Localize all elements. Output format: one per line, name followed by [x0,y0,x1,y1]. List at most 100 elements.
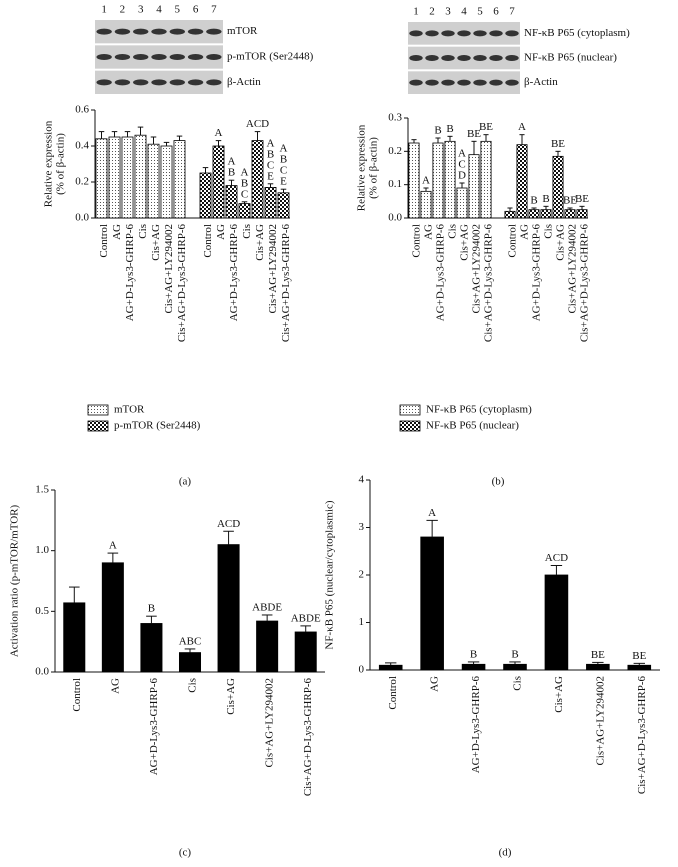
y-axis-label: Activation ratio (p-mTOR/mTOR) [9,504,21,657]
lane-number: 4 [461,6,467,18]
blot-band [151,54,167,60]
lane-number: 7 [509,6,515,18]
blot-band [169,79,185,86]
x-tick-label: Cis+AG [254,224,266,261]
lane-number: 6 [193,4,199,16]
significance-label: BE [632,650,646,662]
blot-band [409,30,423,37]
blot-band [133,28,149,35]
bar [264,186,277,219]
x-tick-label: Control [98,224,110,258]
significance-label: A [109,540,117,552]
significance-label: ACD [545,552,568,564]
x-tick-label: Control [387,676,399,710]
bar [101,562,124,673]
panel-label: (a) [179,476,192,488]
lane-number: 1 [413,6,419,18]
y-tick-label: 0.0 [75,212,89,224]
bar [627,664,652,671]
blot-band [114,79,131,86]
bar [504,210,516,219]
x-tick-label: Cis [543,224,555,239]
significance-label: ABDE [291,612,321,624]
blot-band [473,79,487,86]
blot-band [114,54,131,60]
significance-label: BE [479,121,493,133]
blot-band [169,28,185,35]
x-tick-label: AG+D-Lys3-GHRP-6 [531,224,543,322]
blot-band [187,79,204,86]
significance-label: C [267,159,274,171]
bar [121,136,134,219]
significance-label: BE [551,138,565,150]
significance-label: B [446,123,453,135]
significance-label: D [458,170,466,182]
bar [212,145,225,219]
bar [95,138,108,219]
blot-band [206,54,222,60]
y-tick-label: 1.5 [35,484,49,496]
x-tick-label: AG [215,224,227,240]
blot-band [114,28,131,35]
x-tick-label: AG [111,224,123,240]
significance-label: BE [575,193,589,205]
x-tick-label: Cis+AG+D-Lys3-GHRP-6 [280,224,292,343]
y-axis-label: (% of β-actin) [55,133,67,195]
x-tick-label: Cis [241,224,253,239]
significance-label: BE [467,128,481,140]
legend-swatch [87,420,109,432]
legend-swatch [399,420,421,432]
blot-band [133,54,149,60]
bar [468,154,480,219]
blot-band [425,30,439,37]
blot-label: β-Actin [524,76,558,88]
x-tick-label: Control [411,224,423,258]
significance-label: A [267,137,275,149]
blot-band [489,30,503,37]
lane-number: 4 [156,4,162,16]
significance-label: E [267,170,274,182]
x-tick-label: Control [507,224,519,258]
blot-band [441,79,455,86]
significance-label: B [267,148,274,160]
significance-label: C [241,188,248,200]
significance-label: C [280,165,287,177]
significance-label: ABC [179,635,202,647]
panel-label: (b) [492,476,505,488]
y-tick-label: 0 [359,664,365,676]
y-tick-label: 0.1 [388,178,402,190]
blot-label: β-Actin [227,76,261,88]
bar [544,574,569,671]
significance-label: A [422,175,430,187]
x-tick-label: Cis+AG [555,224,567,261]
x-tick-label: Cis+AG+LY294002 [594,676,606,766]
panel-label: (d) [499,847,512,859]
significance-label: ABDE [252,602,282,614]
significance-label: ACD [246,118,269,130]
y-tick-label: 0.0 [35,666,49,678]
significance-label: B [148,603,155,615]
bar [140,623,163,673]
bar [178,652,202,673]
bar [420,536,444,671]
x-tick-label: AG+D-Lys3-GHRP-6 [470,676,482,774]
significance-label: A [458,148,466,160]
x-tick-label: Cis+AG+LY294002 [567,224,579,314]
bar [160,145,173,219]
x-tick-label: Cis+AG+LY294002 [471,224,483,314]
significance-label: A [241,166,249,178]
blot-band [505,30,519,37]
significance-label: A [428,507,436,519]
blot-band [457,30,471,37]
y-tick-label: 0.5 [35,605,49,617]
bar [217,544,240,673]
significance-label: C [458,159,465,171]
bar [576,209,588,219]
legend-label: mTOR [114,404,145,416]
x-tick-label: Cis+AG [553,676,565,713]
y-axis-label: Relative expression [43,120,55,207]
y-axis-label: (% of β-actin) [368,137,380,199]
significance-label: A [228,156,236,168]
bar [503,663,527,671]
